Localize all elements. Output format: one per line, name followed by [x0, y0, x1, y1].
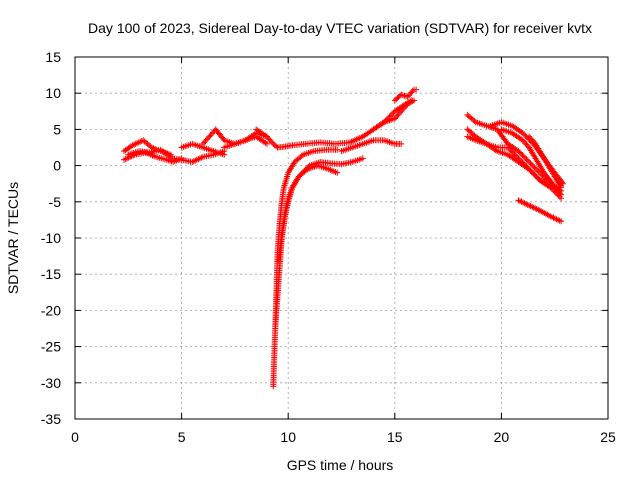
- data-point-marks: [391, 86, 420, 104]
- series-arc-q: [498, 126, 565, 198]
- y-tick-label: -35: [41, 411, 61, 427]
- series-arc-l: [391, 97, 417, 122]
- data-point-marks: [391, 97, 417, 122]
- y-axis-label: SDTVAR / TECUs: [5, 182, 21, 294]
- x-axis-label: GPS time / hours: [287, 457, 394, 473]
- series-dive-3: [275, 162, 341, 263]
- data-point-marks: [338, 137, 405, 155]
- data-point-marks: [253, 115, 398, 151]
- y-tick-label: -20: [41, 302, 61, 318]
- data-points: [121, 86, 567, 390]
- series-arc-h: [253, 115, 398, 151]
- data-point-marks: [221, 133, 270, 151]
- series-arc-k: [391, 86, 420, 104]
- series-arc-i: [338, 137, 405, 155]
- series-arc-o: [464, 133, 554, 191]
- y-tick-label: -30: [41, 375, 61, 391]
- x-tick-label: 0: [71, 429, 79, 445]
- series-arc-e: [178, 140, 228, 158]
- y-tick-label: 15: [45, 49, 61, 65]
- axis-ticks: [74, 56, 609, 420]
- series-arc-r: [526, 133, 565, 191]
- y-tick-label: -25: [41, 339, 61, 355]
- data-point-marks: [498, 126, 565, 198]
- chart-title: Day 100 of 2023, Sidereal Day-to-day VTE…: [88, 20, 592, 36]
- y-tick-label: -15: [41, 266, 61, 282]
- data-point-marks: [526, 133, 565, 191]
- y-tick-label: -5: [49, 194, 62, 210]
- series-arc-g: [221, 133, 270, 151]
- y-tick-label: 5: [53, 121, 61, 137]
- data-point-marks: [275, 162, 341, 263]
- y-tick-label: -10: [41, 230, 61, 246]
- x-tick-label: 5: [178, 429, 186, 445]
- x-tick-label: 25: [600, 429, 616, 445]
- tick-labels: 0 5 10 15 20 25 15 10 5 0 -5 -10 -15 -20 -25 -30 -35: [41, 49, 616, 445]
- data-point-marks: [178, 140, 228, 158]
- x-tick-label: 15: [387, 429, 403, 445]
- series-arc-s: [515, 197, 565, 225]
- y-tick-label: 10: [45, 85, 61, 101]
- data-point-marks: [125, 146, 174, 160]
- grid-lines: [75, 57, 608, 419]
- data-point-marks: [464, 133, 554, 191]
- x-tick-label: 20: [494, 429, 510, 445]
- data-point-marks: [270, 146, 341, 390]
- x-tick-label: 10: [280, 429, 296, 445]
- series-dive-1: [270, 146, 341, 390]
- series-arc-c: [125, 146, 174, 160]
- y-tick-label: 0: [53, 158, 61, 174]
- data-point-marks: [515, 197, 565, 225]
